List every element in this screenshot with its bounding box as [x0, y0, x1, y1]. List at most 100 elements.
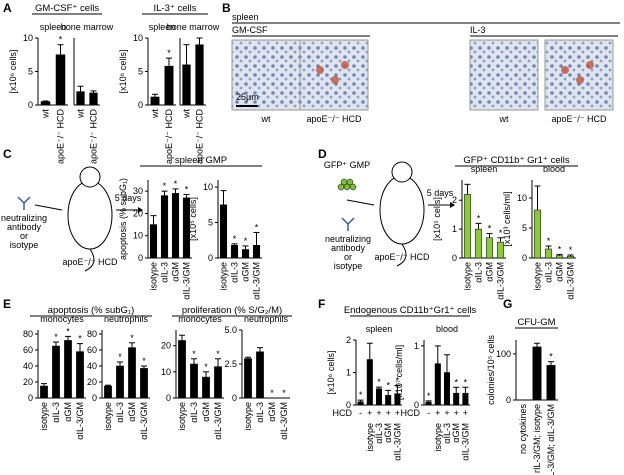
stain-spot: [576, 76, 584, 84]
y-tick-label: 0: [452, 253, 457, 263]
bar: [164, 65, 174, 106]
significance-marker: *: [233, 234, 237, 244]
x-tick-label: isotype: [39, 402, 49, 431]
heading: CFU-GM: [518, 317, 556, 328]
antibody: [17, 196, 31, 210]
x-tick-label: αIL-3: [51, 402, 61, 423]
x-tick-label: αGM: [63, 402, 73, 422]
y-tick-label: 0: [28, 100, 33, 110]
y-tick-label: 2: [452, 195, 457, 205]
panel-label: D: [318, 147, 327, 161]
chart-title: monocytes: [40, 314, 84, 324]
x-tick-label: αIL-3: [160, 262, 170, 283]
y-tick-label: 60: [87, 345, 97, 355]
arrow-head: [450, 202, 455, 208]
bar: [89, 92, 98, 106]
bar: [76, 91, 85, 106]
stain-label: GM-CSF: [232, 25, 268, 35]
x-tick-label: apoE⁻/⁻ HCD: [195, 109, 205, 165]
bar: [149, 224, 158, 259]
x-tick-label: αGM: [267, 402, 277, 422]
x-tick-label: αIL-3/GM: [182, 262, 192, 300]
y-tick-label: 0: [506, 395, 511, 405]
panel-label: C: [3, 147, 12, 161]
x-tick-label: isotype: [149, 262, 159, 291]
mouse-label: apoE⁻/⁻ HCD: [374, 252, 430, 262]
x-tick-label: αIL-3: [255, 402, 265, 423]
x-tick-label: wt: [182, 109, 192, 119]
significance-marker: *: [78, 334, 82, 344]
mouse-head: [79, 166, 101, 188]
bar: [230, 244, 239, 259]
significance-marker: *: [66, 326, 70, 336]
bar: [244, 358, 252, 399]
bar: [462, 392, 469, 406]
micrograph: [469, 39, 539, 111]
bar: [160, 195, 169, 259]
antibody: [341, 217, 355, 231]
panel-label: F: [318, 297, 325, 311]
bar: [544, 248, 553, 259]
bar: [116, 365, 124, 399]
panel-label: G: [503, 297, 512, 311]
bar: [40, 385, 48, 399]
x-tick-label: wt: [76, 109, 86, 119]
bar: [241, 249, 250, 259]
chart-title: blood: [543, 164, 565, 174]
significance-marker: *: [558, 244, 562, 254]
significance-marker: *: [547, 236, 551, 246]
y-tick-label: 10: [161, 367, 171, 377]
x-tick-label: isotype: [219, 262, 229, 291]
bar: [214, 366, 222, 399]
x-tick-label: αGM: [555, 262, 565, 282]
y-tick-label: 2: [346, 335, 351, 345]
y-tick-label: 5: [138, 67, 143, 77]
significance-marker: *: [255, 222, 259, 232]
y-axis-label: [x10⁵ cells]: [432, 197, 442, 241]
stain-spot: [561, 66, 569, 74]
x-tick-label: isotype: [433, 423, 443, 452]
bar: [443, 372, 451, 406]
bar: [463, 194, 472, 259]
hcd-sign: +: [444, 408, 449, 418]
y-axis-label: [x10⁵ cells]: [188, 197, 198, 241]
hcd-sign: -: [427, 408, 430, 418]
y-tick-label: 1: [414, 341, 419, 351]
y-tick-label: 0: [92, 393, 97, 403]
x-tick-label: wt: [150, 109, 160, 119]
y-axis-label: [x10⁶ cells]: [326, 351, 336, 395]
bar: [366, 359, 373, 406]
chart-title: bone marrow: [167, 22, 220, 32]
x-tick-label: αIL-3/GM: [460, 423, 470, 461]
hcd-sign: +: [367, 408, 372, 418]
mouse-body: [379, 175, 425, 245]
bar: [566, 255, 575, 259]
y-tick-label: 5: [28, 67, 33, 77]
x-tick-label: apoE⁻/⁻ HCD: [56, 109, 66, 165]
chart-title: spleen: [471, 164, 498, 174]
bar: [453, 392, 460, 406]
hcd-sign: +: [376, 408, 381, 418]
significance-marker: *: [216, 349, 220, 359]
x-tick-label: αIL-3/GM: [139, 402, 149, 440]
tissue-label: spleen: [232, 12, 259, 22]
y-tick-label: 0: [346, 400, 351, 410]
hcd-sign: +: [386, 408, 391, 418]
x-tick-label: αGM: [201, 402, 211, 422]
mouse-tail: [84, 248, 95, 272]
y-tick-label: 40: [23, 361, 33, 371]
bar: [40, 101, 51, 106]
bar: [150, 96, 160, 106]
micrograph: [544, 39, 614, 111]
bar: [202, 376, 210, 399]
mouse-body: [67, 180, 113, 250]
x-tick-label: αGM: [485, 262, 495, 282]
significance-marker: *: [454, 377, 458, 387]
significance-marker: *: [204, 362, 208, 372]
cells-label: GFP⁺ GMP: [324, 160, 370, 170]
y-tick-label: 0: [232, 393, 237, 403]
stain-spot: [586, 61, 594, 69]
stain-spot: [316, 66, 324, 74]
arrow: [34, 204, 63, 211]
y-tick-label: 0: [208, 253, 213, 263]
